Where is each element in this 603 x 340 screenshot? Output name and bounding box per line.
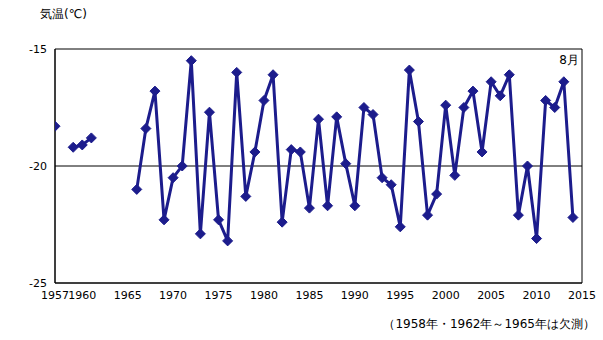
- svg-text:2000: 2000: [432, 289, 460, 302]
- html-text:（1958年・1962年～1965年は欠測）: （1958年・1962年～1965年は欠測）: [383, 317, 595, 331]
- svg-text:1990: 1990: [341, 289, 369, 302]
- html-text:気温(℃): 気温(℃): [40, 7, 87, 21]
- svg-text:1960: 1960: [68, 289, 96, 302]
- svg-text:-20: -20: [29, 160, 47, 173]
- svg-text:-15: -15: [29, 43, 47, 56]
- svg-text:1970: 1970: [159, 289, 187, 302]
- svg-text:1965: 1965: [114, 289, 142, 302]
- svg-text:-25: -25: [29, 277, 47, 290]
- svg-text:1985: 1985: [295, 289, 323, 302]
- svg-text:2015: 2015: [568, 289, 595, 302]
- svg-text:1957: 1957: [41, 289, 69, 302]
- svg-text:1980: 1980: [250, 289, 278, 302]
- svg-text:2010: 2010: [523, 289, 551, 302]
- svg-text:2005: 2005: [477, 289, 505, 302]
- svg-text:1995: 1995: [386, 289, 414, 302]
- svg-text:1975: 1975: [205, 289, 233, 302]
- html-text:8月: 8月: [559, 53, 579, 67]
